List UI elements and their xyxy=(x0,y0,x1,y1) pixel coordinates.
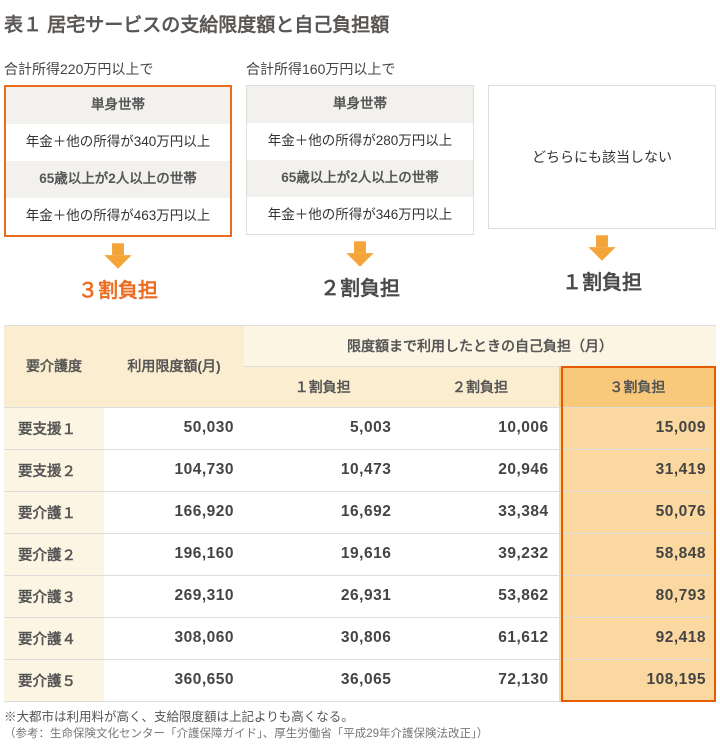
table-row: 要支援２104,73010,47320,94631,419 xyxy=(4,449,716,491)
burden-rate: １割負担 xyxy=(488,266,716,295)
criteria-row-text: 年金＋他の所得が280万円以上 xyxy=(247,123,473,160)
cell: 92,418 xyxy=(559,617,716,659)
row-header: 要支援１ xyxy=(4,407,104,449)
criteria-col-2: どちらにも該当しない １割負担 xyxy=(488,59,716,321)
table-row: 要介護３269,31026,93153,86280,793 xyxy=(4,575,716,617)
th-care-level: 要介護度 xyxy=(4,325,104,407)
criteria-row-text: 単身世帯 xyxy=(6,87,230,124)
table-row: 要介護２196,16019,61639,23258,848 xyxy=(4,533,716,575)
cell: 39,232 xyxy=(401,533,558,575)
criteria-col-1: 合計所得160万円以上で単身世帯年金＋他の所得が280万円以上65歳以上が2人以… xyxy=(246,59,474,321)
th-3wari: ３割負担 xyxy=(559,366,716,407)
cell: 308,060 xyxy=(104,617,244,659)
row-header: 要支援２ xyxy=(4,449,104,491)
footnotes: ※大都市は利用料が高く、支給限度額は上記よりも高くなる。 （参考：生命保険文化セ… xyxy=(4,708,716,744)
th-2wari: ２割負担 xyxy=(401,366,558,407)
criteria-label xyxy=(488,59,716,79)
cell: 61,612 xyxy=(401,617,558,659)
cell: 50,030 xyxy=(104,407,244,449)
row-header: 要介護４ xyxy=(4,617,104,659)
cell: 80,793 xyxy=(559,575,716,617)
table-row: 要支援１50,0305,00310,00615,009 xyxy=(4,407,716,449)
th-1wari: １割負担 xyxy=(244,366,401,407)
row-header: 要介護２ xyxy=(4,533,104,575)
burden-rate: ２割負担 xyxy=(246,272,474,301)
criteria-row-text: 年金＋他の所得が463万円以上 xyxy=(6,198,230,235)
cell: 36,065 xyxy=(244,659,401,701)
criteria-col-0: 合計所得220万円以上で単身世帯年金＋他の所得が340万円以上65歳以上が2人以… xyxy=(4,59,232,321)
table-row: 要介護１166,92016,69233,38450,076 xyxy=(4,491,716,533)
cell: 53,862 xyxy=(401,575,558,617)
criteria-row-text: 単身世帯 xyxy=(247,86,473,123)
note-2: （参考：生命保険文化センター「介護保障ガイド」、厚生労働省「平成29年介護保険法… xyxy=(4,726,716,743)
row-header: 要介護３ xyxy=(4,575,104,617)
burden-rate: ３割負担 xyxy=(4,274,232,303)
row-header: 要介護１ xyxy=(4,491,104,533)
criteria-box: どちらにも該当しない xyxy=(488,85,716,229)
cell: 269,310 xyxy=(104,575,244,617)
down-arrow-icon xyxy=(246,241,474,270)
cell: 166,920 xyxy=(104,491,244,533)
criteria-label: 合計所得160万円以上で xyxy=(246,59,474,79)
th-selfpay: 限度額まで利用したときの自己負担（月） xyxy=(244,325,716,366)
criteria-row-text: 年金＋他の所得が340万円以上 xyxy=(6,124,230,161)
cell: 108,195 xyxy=(559,659,716,701)
criteria-box: 単身世帯年金＋他の所得が340万円以上65歳以上が2人以上の世帯年金＋他の所得が… xyxy=(4,85,232,237)
criteria-row-text: 65歳以上が2人以上の世帯 xyxy=(247,160,473,197)
cell: 30,806 xyxy=(244,617,401,659)
cell: 26,931 xyxy=(244,575,401,617)
cell: 58,848 xyxy=(559,533,716,575)
cell: 10,473 xyxy=(244,449,401,491)
th-limit: 利用限度額(月) xyxy=(104,325,244,407)
note-1: ※大都市は利用料が高く、支給限度額は上記よりも高くなる。 xyxy=(4,708,716,727)
cell: 10,006 xyxy=(401,407,558,449)
cell: 19,616 xyxy=(244,533,401,575)
cell: 20,946 xyxy=(401,449,558,491)
page-title: 表１ 居宅サービスの支給限度額と自己負担額 xyxy=(4,10,716,37)
criteria-row: 合計所得220万円以上で単身世帯年金＋他の所得が340万円以上65歳以上が2人以… xyxy=(4,59,716,321)
criteria-row-text: 65歳以上が2人以上の世帯 xyxy=(6,161,230,198)
cell: 5,003 xyxy=(244,407,401,449)
table-row: 要介護５360,65036,06572,130108,195 xyxy=(4,659,716,701)
down-arrow-icon xyxy=(4,243,232,272)
cell: 196,160 xyxy=(104,533,244,575)
down-arrow-icon xyxy=(488,235,716,264)
cell: 15,009 xyxy=(559,407,716,449)
table-row: 要介護４308,06030,80661,61292,418 xyxy=(4,617,716,659)
row-header: 要介護５ xyxy=(4,659,104,701)
criteria-box: 単身世帯年金＋他の所得が280万円以上65歳以上が2人以上の世帯年金＋他の所得が… xyxy=(246,85,474,235)
cell: 31,419 xyxy=(559,449,716,491)
cell: 360,650 xyxy=(104,659,244,701)
cell: 33,384 xyxy=(401,491,558,533)
limits-table: 要介護度 利用限度額(月) 限度額まで利用したときの自己負担（月） １割負担 ２… xyxy=(4,325,716,702)
cell: 50,076 xyxy=(559,491,716,533)
criteria-plain-text: どちらにも該当しない xyxy=(532,147,672,167)
cell: 16,692 xyxy=(244,491,401,533)
cell: 72,130 xyxy=(401,659,558,701)
criteria-label: 合計所得220万円以上で xyxy=(4,59,232,79)
cell: 104,730 xyxy=(104,449,244,491)
table-wrapper: 要介護度 利用限度額(月) 限度額まで利用したときの自己負担（月） １割負担 ２… xyxy=(4,325,716,702)
criteria-row-text: 年金＋他の所得が346万円以上 xyxy=(247,197,473,234)
